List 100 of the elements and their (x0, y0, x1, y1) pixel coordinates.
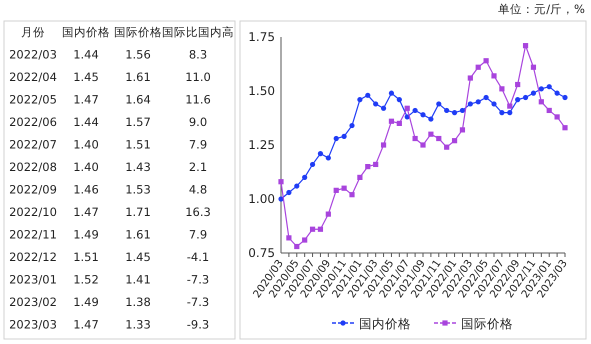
point (452, 138, 458, 144)
data-label: 11.0 (185, 70, 211, 84)
data-label: 1.44 (73, 48, 99, 62)
point (318, 151, 324, 156)
y-tick-label: 1.50 (248, 84, 275, 98)
category-label: 2022/11 (9, 228, 57, 242)
data-label: 1.52 (73, 272, 99, 286)
data-label: 1.49 (73, 295, 99, 309)
point (342, 186, 347, 191)
point (476, 64, 481, 70)
point (444, 144, 450, 150)
y-tick-label: 1.75 (248, 30, 275, 44)
point (436, 136, 442, 142)
category-label: 2022/08 (9, 160, 57, 174)
point (365, 92, 370, 98)
data-label: -7.3 (186, 295, 210, 309)
data-label: -7.3 (186, 272, 210, 286)
point (460, 127, 466, 132)
point (349, 122, 355, 128)
point (326, 155, 331, 161)
data-label: 1.33 (125, 318, 151, 332)
point (365, 164, 370, 170)
data-label: 1.40 (73, 160, 99, 174)
point (412, 108, 418, 114)
point (507, 110, 512, 116)
point (388, 90, 394, 96)
point (404, 106, 410, 111)
category-label: 2022/06 (9, 115, 57, 129)
text: 单位：元/斤，% (498, 2, 586, 16)
point (538, 86, 544, 92)
data-label: 16.3 (185, 205, 211, 219)
data-label: 1.71 (125, 205, 151, 219)
data-label: 1.49 (73, 228, 99, 242)
point (388, 118, 394, 124)
data-label: 11.6 (185, 92, 211, 106)
point (491, 73, 497, 78)
point (460, 108, 466, 114)
point (515, 82, 520, 88)
data-label: 1.47 (73, 92, 99, 106)
point (436, 101, 442, 107)
data-label: 1.53 (125, 182, 151, 196)
point (302, 237, 308, 243)
point (562, 94, 568, 100)
point (334, 188, 339, 193)
data-label: 1.61 (125, 228, 151, 242)
point (342, 134, 347, 139)
legend-label: 国内价格 (359, 316, 411, 331)
point (334, 136, 339, 142)
data-label: 2.1 (188, 160, 208, 174)
point (380, 106, 386, 111)
point (310, 226, 316, 232)
data-label: 1.43 (125, 160, 151, 174)
point (468, 101, 473, 107)
point (538, 99, 544, 104)
point (396, 120, 402, 126)
point (349, 192, 355, 198)
category-label: 2022/12 (9, 250, 57, 264)
category-label: 2022/03 (9, 48, 57, 62)
point (499, 110, 504, 116)
point (554, 114, 560, 120)
data-label: 1.56 (125, 48, 151, 62)
point (428, 116, 434, 122)
data-label: 1.45 (125, 250, 151, 264)
data-label: 4.8 (188, 182, 208, 196)
point (515, 97, 520, 102)
point (562, 125, 568, 130)
y-tick-label: 1.25 (248, 138, 275, 152)
data-label: 1.51 (125, 138, 151, 152)
point (420, 112, 426, 118)
text: 月份 (21, 25, 45, 39)
category-label: 2022/09 (9, 182, 57, 196)
point (294, 183, 300, 189)
point (484, 94, 489, 100)
data-label: 1.44 (73, 115, 99, 129)
data-label: 1.45 (73, 70, 99, 84)
point (380, 142, 386, 148)
data-label: 7.9 (188, 138, 208, 152)
category-label: 2022/10 (9, 205, 57, 219)
point (294, 244, 300, 250)
text: 国际价格 (114, 25, 162, 39)
category-label: 2023/03 (9, 318, 57, 332)
data-label: 1.57 (125, 115, 151, 129)
point (546, 108, 552, 114)
point (373, 162, 378, 168)
data-label: 9.0 (188, 115, 208, 129)
category-label: 2023/02 (9, 295, 57, 309)
point (326, 212, 331, 217)
legend-label: 国际价格 (461, 316, 513, 331)
point (476, 99, 481, 104)
point (278, 179, 284, 184)
data-label: 8.3 (188, 48, 208, 62)
data-label: 1.51 (73, 250, 99, 264)
point (302, 174, 308, 180)
y-tick-label: 1.00 (248, 192, 275, 206)
point (530, 90, 536, 96)
point (452, 110, 458, 116)
data-label: 1.61 (125, 70, 151, 84)
category-label: 2022/07 (9, 138, 57, 152)
data-label: 1.64 (125, 92, 151, 106)
point (507, 104, 512, 109)
